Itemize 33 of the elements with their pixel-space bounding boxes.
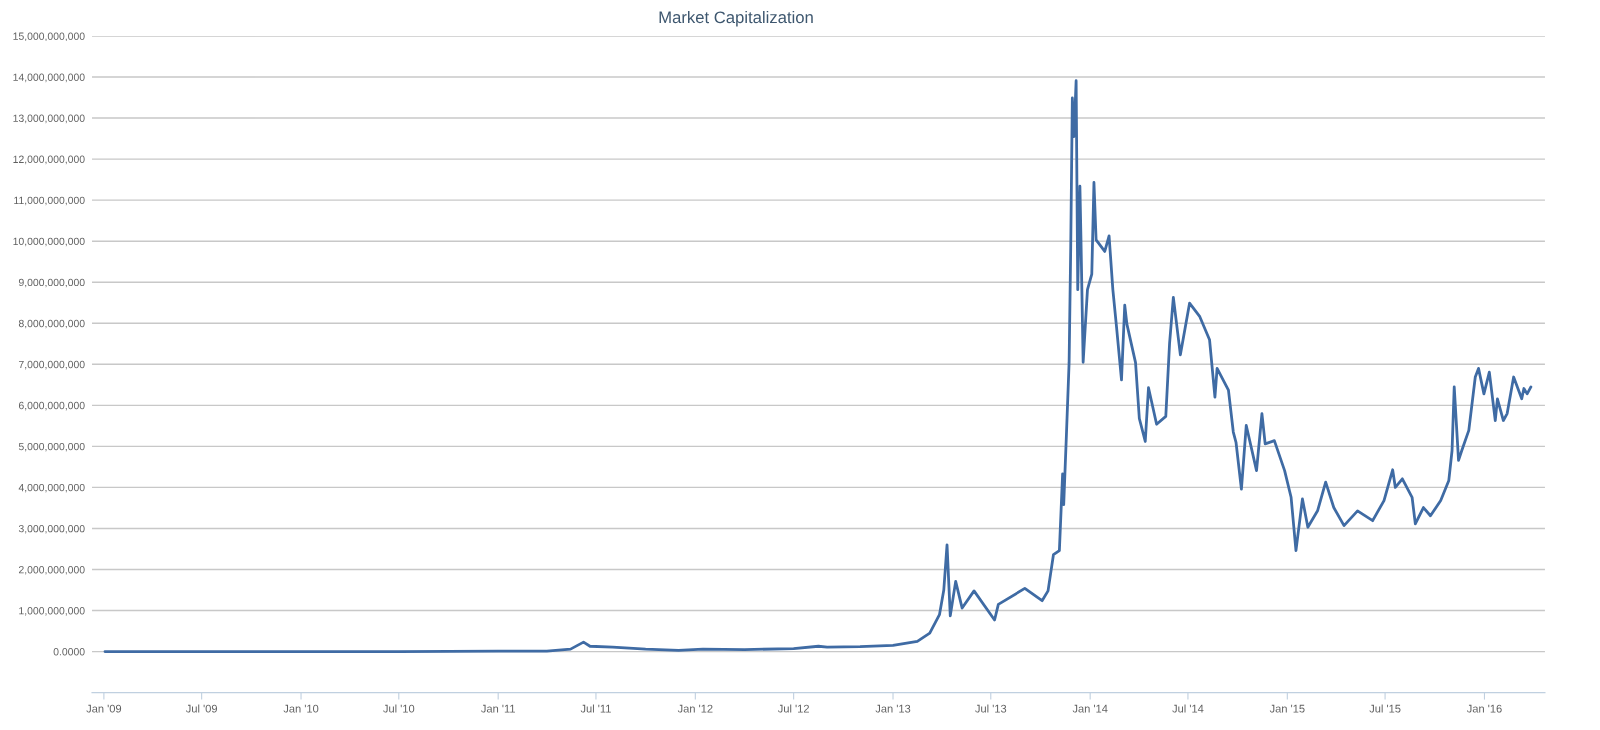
y-tick-label: 3,000,000,000 xyxy=(18,524,85,534)
y-tick-label: 10,000,000,000 xyxy=(13,237,85,247)
x-tick-label: Jan '13 xyxy=(875,704,911,713)
y-tick-label: 9,000,000,000 xyxy=(18,278,85,288)
y-tick-label: 13,000,000,000 xyxy=(13,114,85,124)
x-tick-label: Jul '09 xyxy=(185,704,218,713)
y-tick-label: 5,000,000,000 xyxy=(18,442,85,452)
x-tick-label: Jul '10 xyxy=(383,704,415,713)
x-tick-label: Jan '09 xyxy=(86,704,122,713)
y-tick-label: 2,000,000,000 xyxy=(18,566,85,575)
x-tick-label: Jan '11 xyxy=(481,704,515,713)
chart-title: Market Capitalization xyxy=(659,10,813,27)
x-tick-label: Jul '11 xyxy=(580,704,611,713)
x-tick-label: Jan '10 xyxy=(283,704,319,713)
x-tick-label: Jan '14 xyxy=(1072,704,1108,713)
y-tick-label: 12,000,000,000 xyxy=(13,155,85,165)
y-tick-label: 0.0000 xyxy=(53,648,85,656)
y-tick-label: 4,000,000,000 xyxy=(18,483,85,493)
x-tick-label: Jul '14 xyxy=(1172,704,1204,713)
y-tick-label: 8,000,000,000 xyxy=(18,319,85,329)
y-tick-label: 14,000,000,000 xyxy=(13,73,85,83)
y-tick-label: 11,000,000,000 xyxy=(14,196,85,206)
y-tick-label: 15,000,000,000 xyxy=(13,32,85,42)
x-tick-label: Jan '12 xyxy=(677,704,713,713)
x-tick-label: Jul '15 xyxy=(1369,704,1401,713)
x-tick-label: Jan '15 xyxy=(1269,704,1305,713)
y-tick-label: 7,000,000,000 xyxy=(18,360,85,370)
x-tick-label: Jul '13 xyxy=(975,704,1007,713)
y-tick-label: 1,000,000,000 xyxy=(19,607,85,616)
x-tick-label: Jan '16 xyxy=(1466,704,1502,713)
y-tick-label: 6,000,000,000 xyxy=(18,401,85,411)
x-tick-label: Jul '12 xyxy=(777,704,809,713)
line-series xyxy=(103,79,1533,653)
